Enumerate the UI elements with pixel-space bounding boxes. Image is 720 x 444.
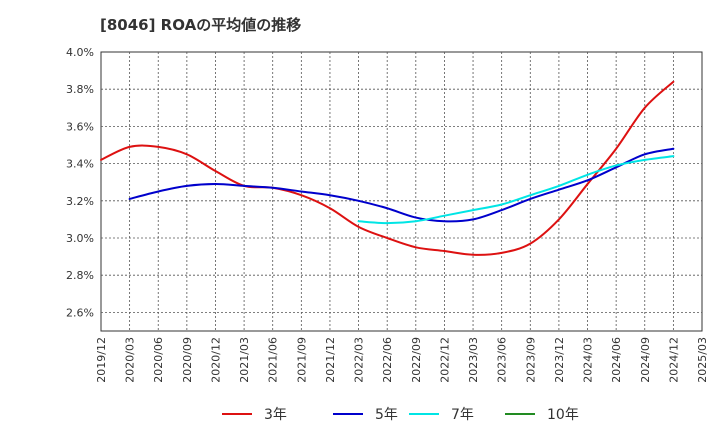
series-line-3 bbox=[357, 155, 675, 225]
y-tick-label: 2.8% bbox=[66, 269, 94, 282]
y-tick-label: 3.4% bbox=[66, 158, 94, 171]
x-tick-label: 2023/03 bbox=[467, 337, 480, 383]
series-layer bbox=[100, 80, 675, 256]
x-tick-label: 2021/12 bbox=[324, 337, 337, 383]
x-tick-label: 2023/06 bbox=[496, 337, 509, 383]
y-tick-label: 4.0% bbox=[66, 46, 94, 59]
legend: 3年 5年 7年 10年 bbox=[222, 407, 579, 423]
legend-label-4: 10年 bbox=[547, 407, 579, 423]
plot-area bbox=[100, 51, 703, 332]
x-tick-label: 2022/03 bbox=[353, 337, 366, 383]
y-tick-label: 3.8% bbox=[66, 83, 94, 96]
x-tick-label: 2020/06 bbox=[152, 337, 165, 383]
x-tick-label: 2023/12 bbox=[553, 337, 566, 383]
chart-title: [8046] ROAの平均値の推移 bbox=[100, 16, 302, 34]
x-tick-label: 2024/12 bbox=[667, 337, 680, 383]
series-line-2 bbox=[128, 147, 675, 223]
x-tick-label: 2022/12 bbox=[438, 337, 451, 383]
x-tick-label: 2024/03 bbox=[582, 337, 595, 383]
y-tick-label: 3.6% bbox=[66, 120, 94, 133]
x-tick-label: 2024/09 bbox=[639, 337, 652, 383]
x-tick-label: 2020/03 bbox=[124, 337, 137, 383]
legend-label-3: 7年 bbox=[451, 407, 474, 423]
y-tick-label: 3.0% bbox=[66, 232, 94, 245]
axis-layer: 2019/12 2020/03 2020/06 2020/09 2020/12 2021/… bbox=[66, 46, 709, 383]
x-tick-label: 2025/03 bbox=[696, 337, 709, 383]
x-tick-label: 2020/09 bbox=[181, 337, 194, 383]
y-tick-label: 3.2% bbox=[66, 195, 94, 208]
legend-label-1: 3年 bbox=[264, 407, 287, 423]
x-tick-label: 2024/06 bbox=[610, 337, 623, 383]
x-tick-label: 2022/06 bbox=[381, 337, 394, 383]
legend-label-2: 5年 bbox=[375, 407, 398, 423]
x-tick-label: 2021/09 bbox=[295, 337, 308, 383]
x-tick-label: 2023/09 bbox=[524, 337, 537, 383]
y-tick-label: 2.6% bbox=[66, 306, 94, 319]
series-line-1 bbox=[100, 80, 675, 256]
x-tick-label: 2020/12 bbox=[209, 337, 222, 383]
x-tick-label: 2021/06 bbox=[267, 337, 280, 383]
x-tick-label: 2022/09 bbox=[410, 337, 423, 383]
x-tick-label: 2019/12 bbox=[95, 337, 108, 383]
grid-layer bbox=[100, 51, 703, 332]
x-tick-label: 2021/03 bbox=[238, 337, 251, 383]
